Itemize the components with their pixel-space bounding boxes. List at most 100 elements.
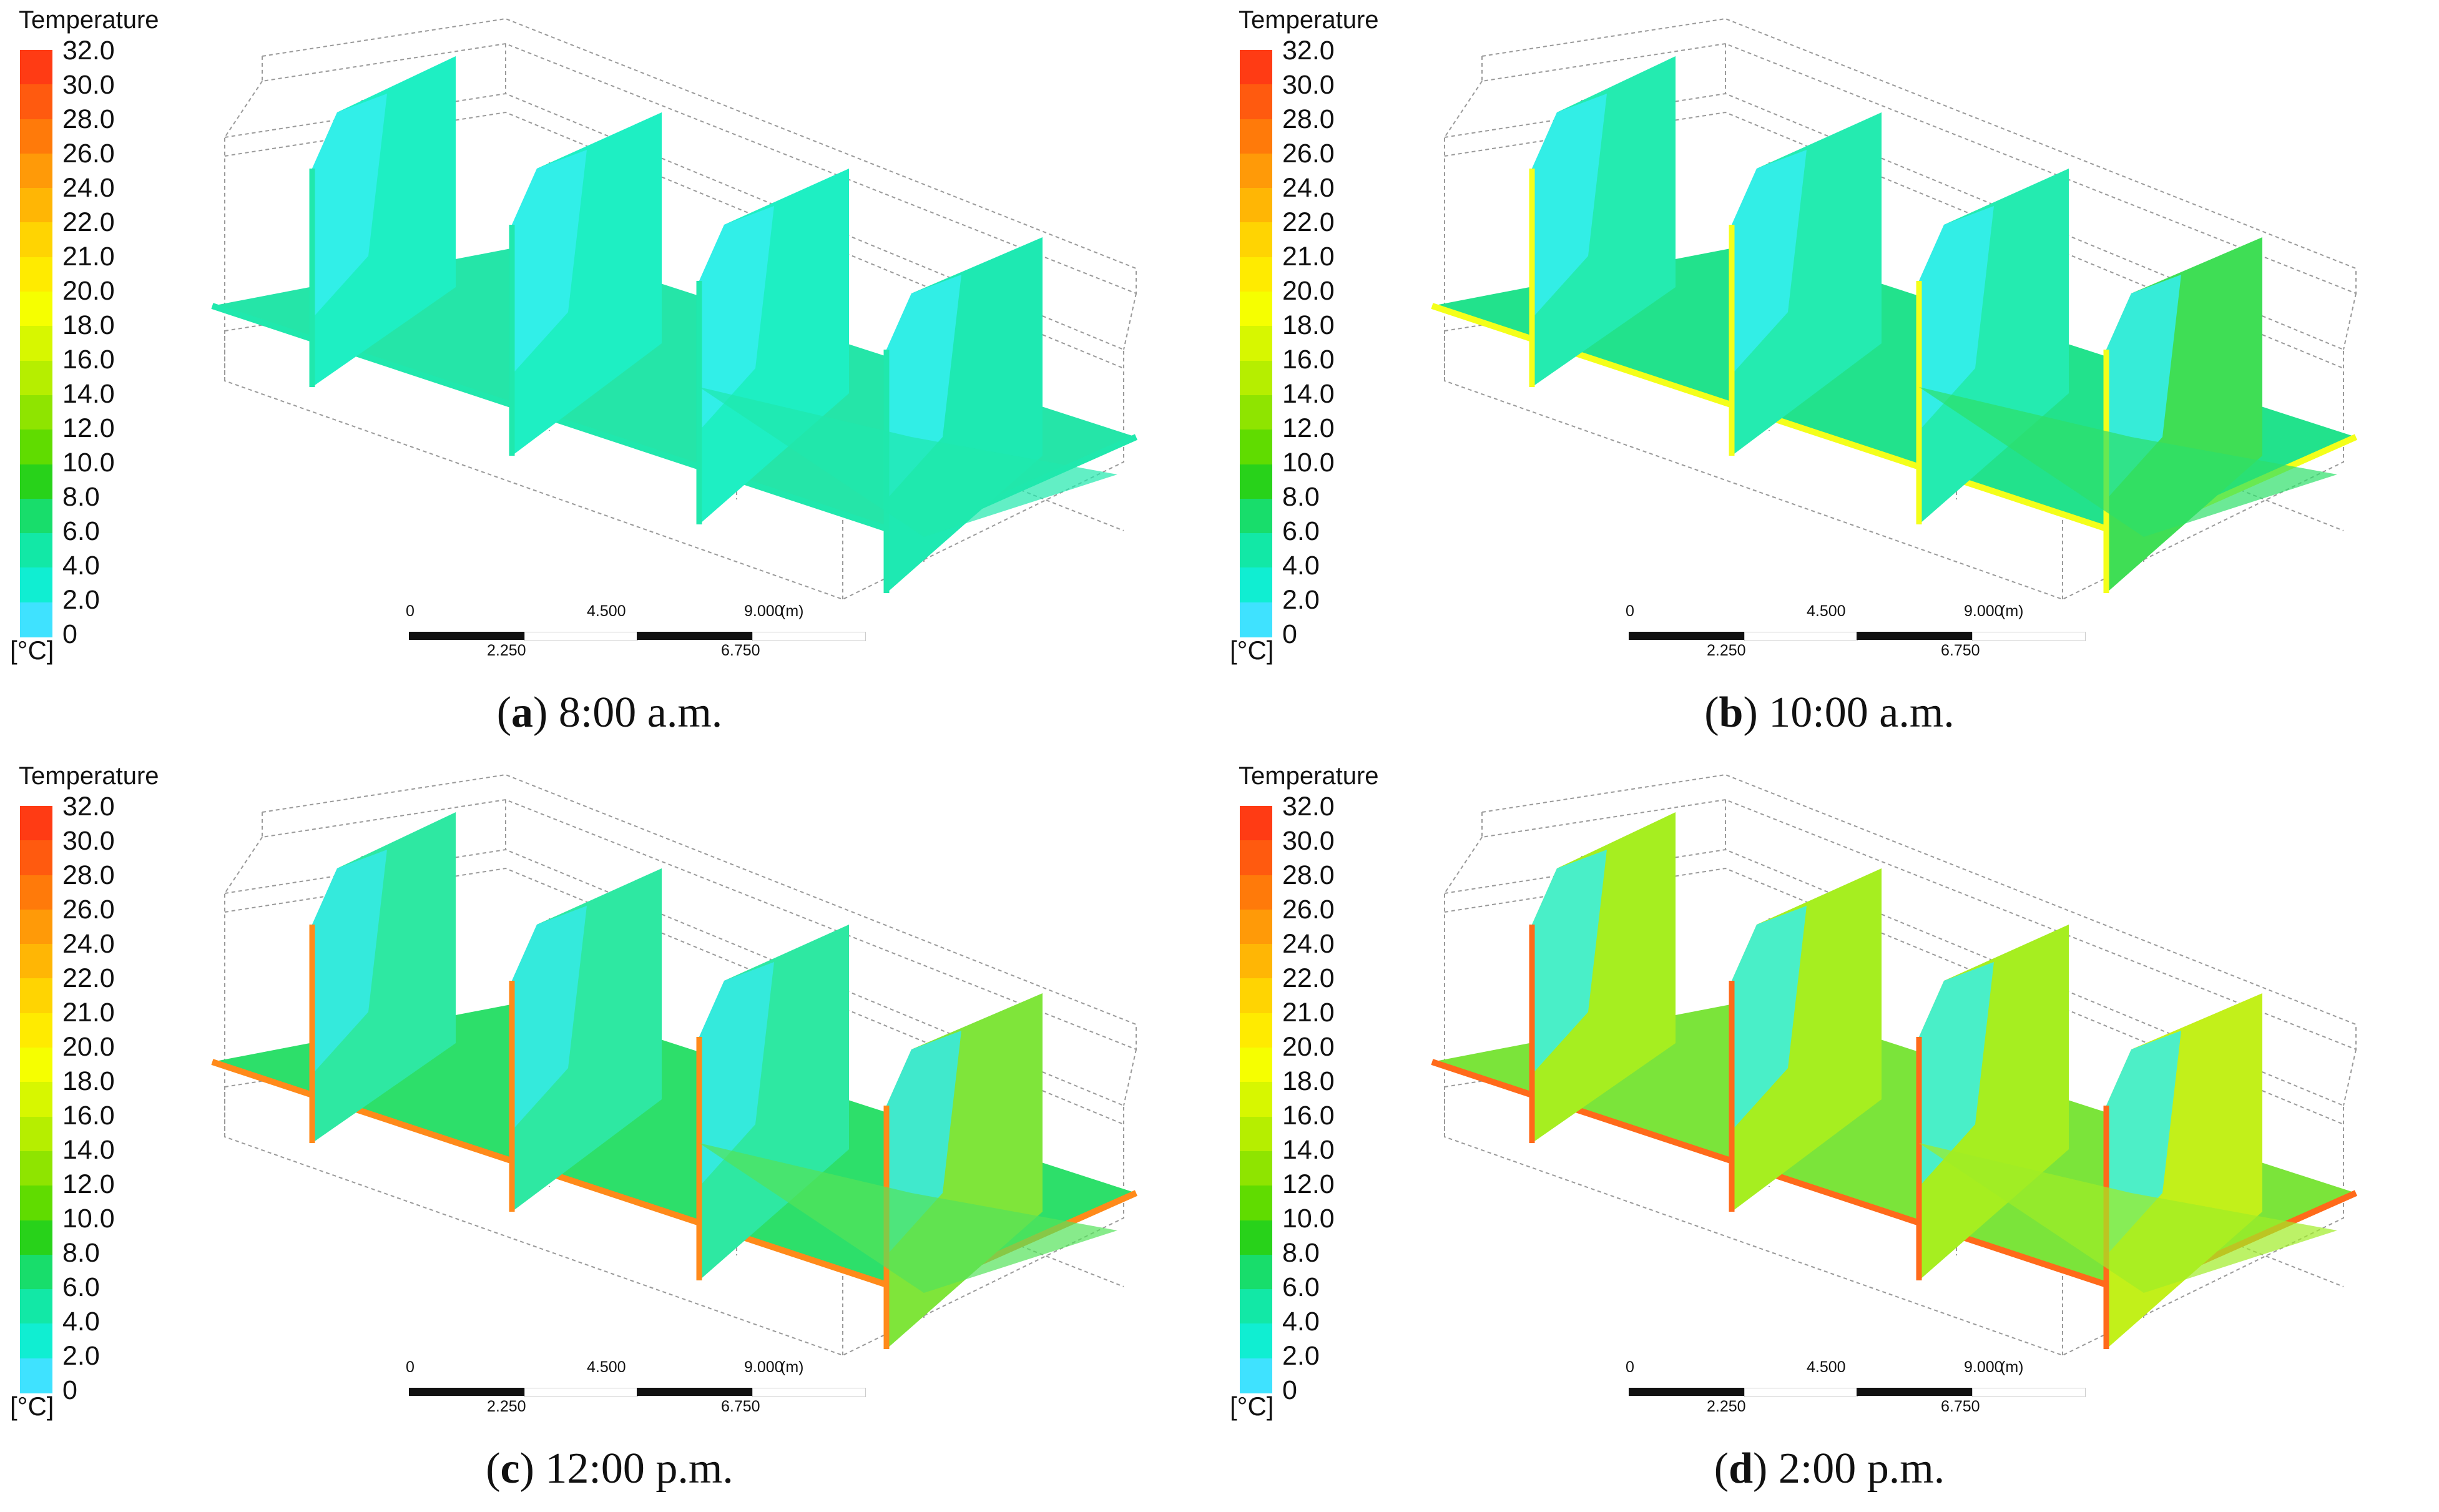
- colorbar-segment: [1240, 1220, 1272, 1255]
- scale-bar-segment: [637, 632, 752, 640]
- colorbar-segment: [20, 498, 52, 534]
- colorbar-tick-label: 0: [62, 1375, 77, 1405]
- vertical-section-1: [1529, 56, 1676, 387]
- legend-title: Temperature: [1239, 6, 1379, 34]
- scale-bar-label: 2.250: [1707, 1398, 1746, 1415]
- colorbar-segment: [20, 1151, 52, 1187]
- colorbar-tick-label: 6.0: [62, 516, 100, 546]
- scale-bar-label: (m): [780, 1358, 804, 1376]
- vertical-section-4: [2103, 237, 2262, 593]
- colorbar-tick-label: 0: [62, 619, 77, 649]
- scale-bar-segment: [1629, 632, 1744, 640]
- colorbar-tick-label: 6.0: [62, 1272, 100, 1302]
- scale-bar-segment: [524, 1388, 638, 1397]
- colorbar-segment: [1240, 944, 1272, 979]
- colorbar-tick-label: 14.0: [62, 379, 115, 409]
- wall-cold-zone: [1532, 850, 1607, 1074]
- colorbar-tick-label: 24.0: [62, 173, 115, 203]
- vertical-section-4: [2103, 993, 2262, 1349]
- colorbar-tick-label: 8.0: [1282, 1238, 1320, 1268]
- colorbar-tick-label: 18.0: [1282, 310, 1335, 340]
- colorbar-segment: [1240, 119, 1272, 154]
- colorbar-segment: [1240, 326, 1272, 361]
- scale-bar: 0 4.500 9.000 (m) 2.250 6.750: [406, 1358, 874, 1415]
- scale-bar-label: 9.000: [1964, 602, 2003, 620]
- scale-bar-label: 6.750: [721, 642, 760, 659]
- scale-bar-segment: [1744, 1388, 1858, 1397]
- scale-bar-segment: [1629, 1388, 1744, 1396]
- colorbar-tick-label: 4.0: [1282, 551, 1320, 581]
- scale-bar-segment: [524, 632, 638, 641]
- colorbar-segment: [1240, 395, 1272, 431]
- legend-title: Temperature: [1239, 762, 1379, 790]
- panel-b: Temperature 32.0 30.0 28.0 26.0 24.0 22.0 21.0 2…: [1220, 0, 2439, 756]
- colorbar-tick-label: 20.0: [62, 276, 115, 306]
- colorbar-segment: [1240, 50, 1272, 86]
- scale-bar-label: 4.500: [587, 602, 626, 620]
- colorbar-segment: [20, 602, 52, 637]
- colorbar-segment: [1240, 1151, 1272, 1187]
- vertical-section-3: [1916, 925, 2069, 1280]
- colorbar-segment: [1240, 1186, 1272, 1221]
- wall-cold-zone: [1919, 962, 1994, 1187]
- colorbar-segment: [1240, 257, 1272, 293]
- colorbar-segment: [1240, 978, 1272, 1014]
- colorbar-segment: [1240, 602, 1272, 637]
- panel-c: Temperature 32.0 30.0 28.0 26.0 24.0 22.0 21.0 2…: [0, 756, 1219, 1512]
- colorbar-tick-label: 32.0: [1282, 792, 1335, 822]
- colorbar-segment: [1240, 875, 1272, 910]
- colorbar-tick-label: 2.0: [1282, 585, 1320, 615]
- colorbar-tick-label: 4.0: [62, 551, 100, 581]
- colorbar-tick-label: 10.0: [62, 1204, 115, 1234]
- colorbar: [1240, 50, 1272, 637]
- scale-bar-segment: [752, 1388, 866, 1397]
- colorbar-tick-label: 12.0: [62, 1169, 115, 1199]
- colorbar-segment: [20, 153, 52, 189]
- scale-bar-segment: [1857, 1388, 1972, 1396]
- colorbar-segment: [20, 119, 52, 154]
- colorbar-tick-label: 18.0: [1282, 1066, 1335, 1096]
- wall-cold-zone: [512, 150, 587, 375]
- colorbar-tick-label: 21.0: [1282, 998, 1335, 1028]
- colorbar-tick-label: 18.0: [62, 310, 115, 340]
- colorbar-tick-label: 21.0: [1282, 242, 1335, 272]
- colorbar-tick-label: 10.0: [1282, 1204, 1335, 1234]
- colorbar-tick-label: 6.0: [1282, 1272, 1320, 1302]
- scale-bar: 0 4.500 9.000 (m) 2.250 6.750: [1626, 602, 2094, 659]
- colorbar-segment: [1240, 1082, 1272, 1117]
- colorbar-segment: [20, 292, 52, 327]
- wall-cold-zone: [1732, 150, 1807, 375]
- colorbar-tick-label: 20.0: [62, 1032, 115, 1062]
- colorbar-tick-label: 10.0: [1282, 448, 1335, 478]
- colorbar-segment: [20, 360, 52, 396]
- colorbar-tick-label: 26.0: [1282, 139, 1335, 169]
- panel-letter: d: [1729, 1445, 1754, 1493]
- colorbar-segment: [1240, 1116, 1272, 1152]
- colorbar-segment: [20, 50, 52, 86]
- colorbar-segment: [20, 257, 52, 293]
- panel-letter: b: [1719, 689, 1744, 737]
- vertical-section-2: [1729, 868, 1882, 1212]
- colorbar: [1240, 806, 1272, 1393]
- colorbar-segment: [20, 533, 52, 569]
- colorbar-segment: [20, 1186, 52, 1221]
- colorbar-segment: [1240, 1289, 1272, 1325]
- colorbar-segment: [20, 188, 52, 223]
- colorbar-tick-label: 16.0: [62, 345, 115, 375]
- scale-bar-segment: [409, 1388, 524, 1396]
- scale-bar-label: 6.750: [721, 1398, 760, 1415]
- scale-bar-label: 9.000: [744, 602, 783, 620]
- colorbar-tick-label: 18.0: [62, 1066, 115, 1096]
- wall-cold-zone: [1532, 94, 1607, 318]
- colorbar-segment: [1240, 222, 1272, 258]
- colorbar-segment: [20, 395, 52, 431]
- colorbar-segment: [1240, 567, 1272, 603]
- colorbar-segment: [1240, 533, 1272, 569]
- colorbar-tick-label: 2.0: [62, 585, 100, 615]
- colorbar-segment: [1240, 153, 1272, 189]
- scale-bar-segment: [1744, 632, 1858, 641]
- wall-cold-zone: [312, 94, 387, 318]
- colorbar-tick-label: 26.0: [62, 895, 115, 925]
- colorbar-tick-label: 12.0: [1282, 1169, 1335, 1199]
- colorbar-tick-label: 20.0: [1282, 276, 1335, 306]
